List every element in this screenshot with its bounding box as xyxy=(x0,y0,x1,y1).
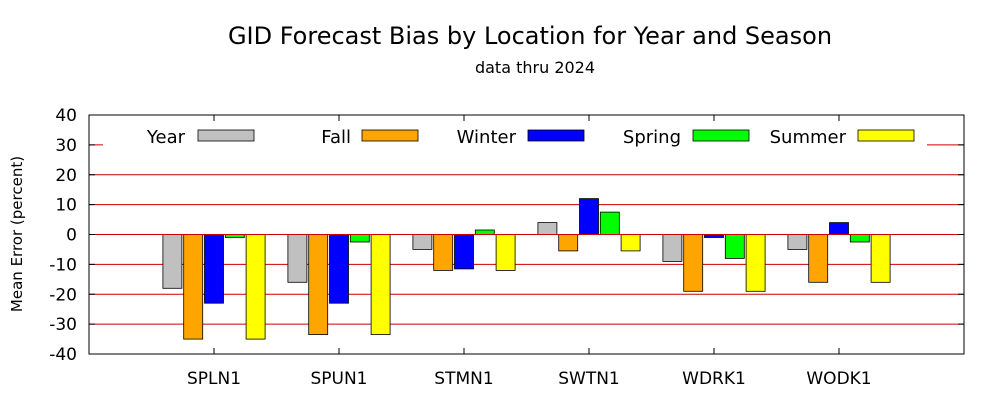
bar xyxy=(787,234,808,250)
bar xyxy=(183,234,204,340)
bar xyxy=(370,234,391,335)
legend-label: Spring xyxy=(623,127,681,148)
bar xyxy=(829,222,849,235)
legend-label: Fall xyxy=(321,127,351,148)
x-tick-label: WDRK1 xyxy=(682,369,746,389)
bar xyxy=(329,234,349,304)
bar xyxy=(495,234,516,271)
chart-title: GID Forecast Bias by Location for Year a… xyxy=(228,22,832,50)
legend-swatch xyxy=(361,129,419,142)
legend-label: Year xyxy=(146,127,186,148)
bars xyxy=(162,198,891,340)
x-tick-label: WODK1 xyxy=(806,369,871,389)
y-tick-label: 40 xyxy=(55,106,77,126)
bar xyxy=(349,234,370,243)
bar xyxy=(162,234,183,289)
legend-swatch xyxy=(857,129,915,142)
y-tick-label: 20 xyxy=(55,166,77,186)
legend-label: Summer xyxy=(770,127,847,148)
bar xyxy=(620,234,641,252)
bar xyxy=(849,234,870,243)
bar xyxy=(579,198,599,235)
x-tick-label: SPUN1 xyxy=(310,369,367,389)
y-tick-label: -20 xyxy=(49,285,77,305)
bar xyxy=(870,234,891,283)
bar xyxy=(745,234,766,292)
axes: SPLN1 SPUN1 STMN1 SWTN1 WDRK1 WODK1 40 30 20 10 0 -… xyxy=(49,106,965,389)
bar xyxy=(204,234,224,304)
bar xyxy=(662,234,683,262)
y-axis-label: Mean Error (percent) xyxy=(8,156,26,312)
x-tick-label: SPLN1 xyxy=(187,369,241,389)
legend-swatch xyxy=(197,129,255,142)
bar xyxy=(724,234,745,259)
chart-subtitle: data thru 2024 xyxy=(475,58,595,77)
y-tick-label: 0 xyxy=(66,226,77,246)
legend-swatch xyxy=(527,129,585,142)
bar xyxy=(454,234,474,270)
x-tick-label: SWTN1 xyxy=(558,369,620,389)
x-tick-label: STMN1 xyxy=(434,369,493,389)
legend-swatch xyxy=(692,129,750,142)
bar xyxy=(558,234,579,252)
bar xyxy=(537,222,558,235)
y-tick-label: 30 xyxy=(55,136,77,156)
y-tick-label: -40 xyxy=(49,345,77,365)
bar xyxy=(308,234,329,335)
bar xyxy=(474,229,495,235)
bar xyxy=(599,211,620,235)
bar xyxy=(412,234,433,250)
bar xyxy=(433,234,454,271)
bar xyxy=(683,234,704,292)
legend-label: Winter xyxy=(457,127,517,148)
y-tick-label: 10 xyxy=(55,196,77,216)
bar xyxy=(245,234,266,340)
y-tick-label: -10 xyxy=(49,255,77,275)
bar xyxy=(808,234,829,283)
y-tick-label: -30 xyxy=(49,315,77,335)
bar xyxy=(287,234,308,283)
legend: Year Fall Winter Spring Summer xyxy=(146,127,915,148)
